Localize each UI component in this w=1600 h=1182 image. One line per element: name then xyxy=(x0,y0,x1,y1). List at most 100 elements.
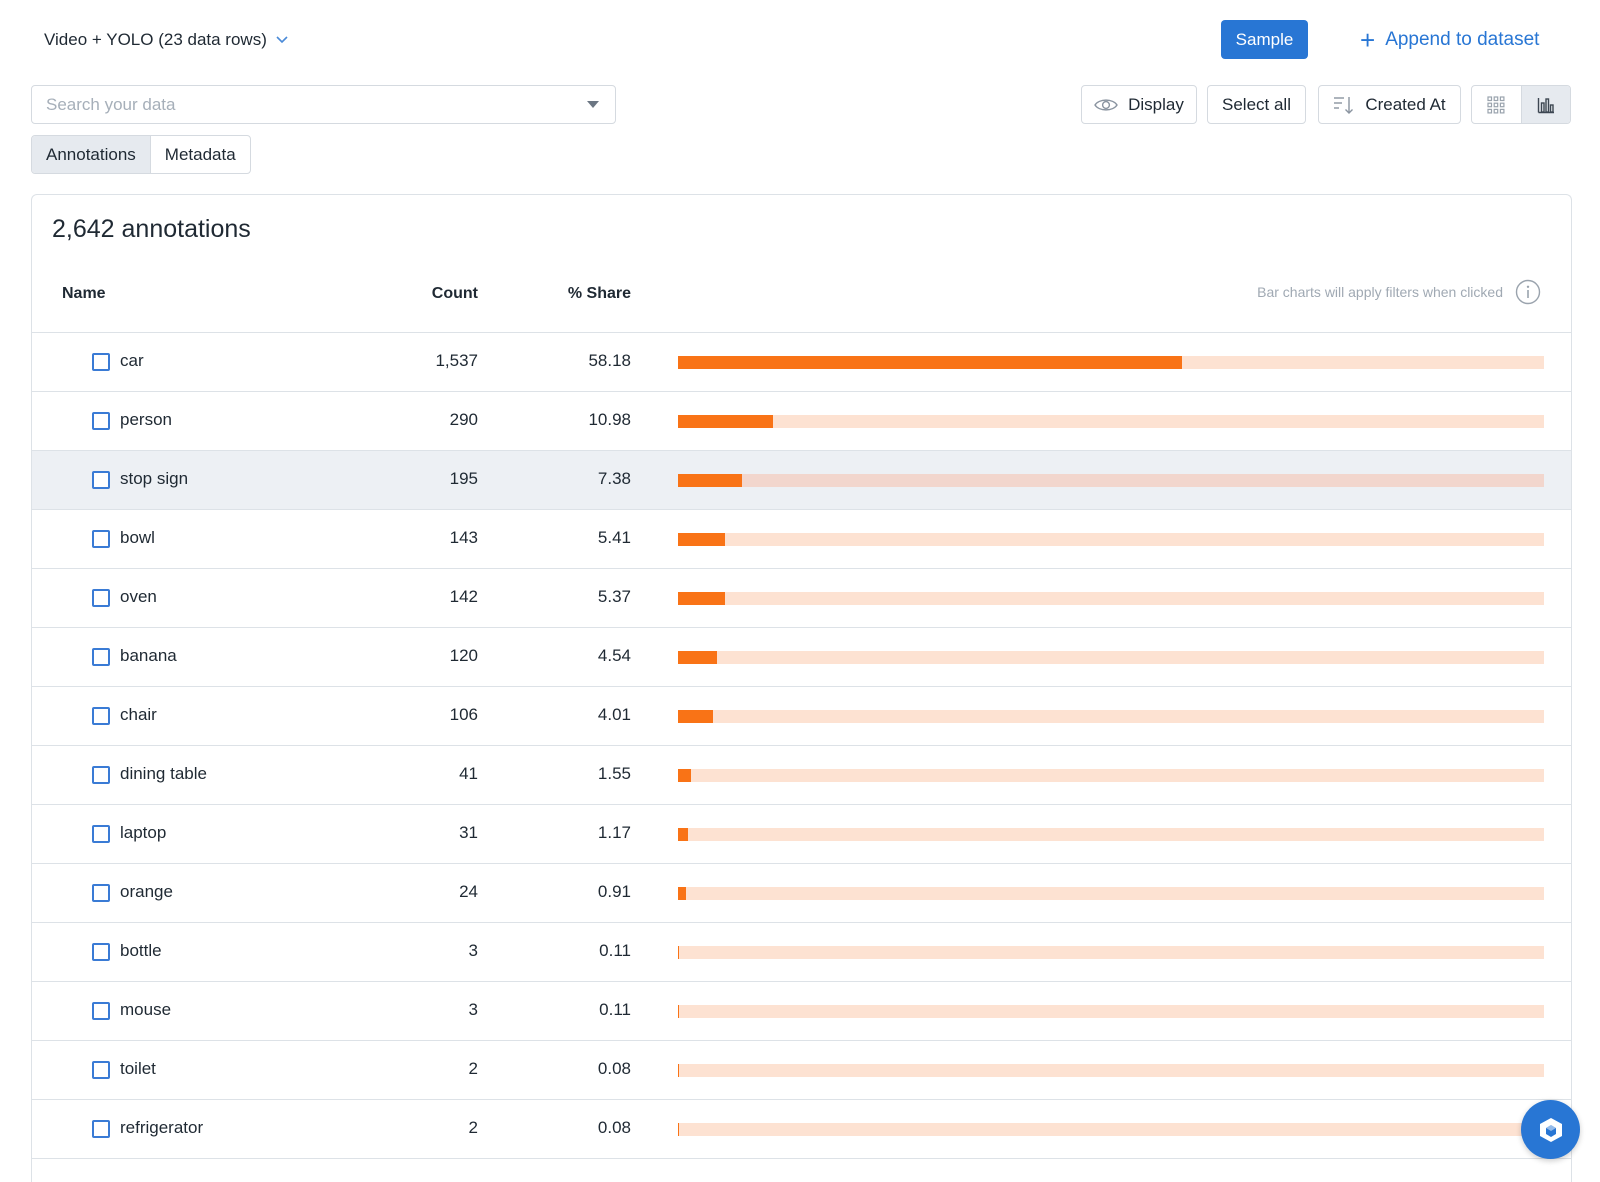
annotations-count-title: 2,642 annotations xyxy=(52,215,251,243)
row-checkbox[interactable] xyxy=(92,766,110,784)
row-name: banana xyxy=(120,646,177,665)
row-name: person xyxy=(120,410,172,429)
share-bar-track[interactable] xyxy=(678,1005,1544,1018)
display-button[interactable]: Display xyxy=(1081,85,1197,124)
table-row[interactable]: mouse 3 0.11 xyxy=(32,982,1571,1041)
chart-view-button[interactable] xyxy=(1520,86,1570,123)
dropdown-caret-icon[interactable] xyxy=(587,101,599,108)
share-bar xyxy=(678,651,718,664)
share-bar-track[interactable] xyxy=(678,1123,1544,1136)
row-share: 0.11 xyxy=(599,941,631,960)
row-checkbox[interactable] xyxy=(92,412,110,430)
row-share: 10.98 xyxy=(588,410,631,429)
row-count: 2 xyxy=(468,1118,478,1137)
row-count: 41 xyxy=(459,764,478,783)
row-checkbox[interactable] xyxy=(92,589,110,607)
append-to-dataset-button[interactable]: + Append to dataset xyxy=(1360,24,1539,56)
select-all-button[interactable]: Select all xyxy=(1207,85,1306,124)
table-row[interactable]: toilet 2 0.08 xyxy=(32,1041,1571,1100)
grid-view-button[interactable] xyxy=(1472,86,1521,123)
row-name: chair xyxy=(120,705,157,724)
column-header-name: Name xyxy=(62,285,106,302)
row-count: 106 xyxy=(449,705,478,724)
share-bar xyxy=(678,356,1182,369)
row-name: car xyxy=(120,351,144,370)
row-name: bowl xyxy=(120,528,155,547)
sort-button[interactable]: Created At xyxy=(1318,85,1461,124)
share-bar xyxy=(678,828,689,841)
table-row[interactable]: dining table 41 1.55 xyxy=(32,746,1571,805)
share-bar-track[interactable] xyxy=(678,828,1544,841)
header-divider xyxy=(32,332,1571,333)
annotations-card: 2,642 annotations Name Count % Share Bar… xyxy=(31,194,1572,1182)
dataset-selector[interactable]: Video + YOLO (23 data rows) xyxy=(44,28,289,52)
row-share: 7.38 xyxy=(597,469,631,488)
row-checkbox[interactable] xyxy=(92,530,110,548)
table-row[interactable]: person 290 10.98 xyxy=(32,392,1571,451)
row-checkbox[interactable] xyxy=(92,707,110,725)
hint-text: Bar charts will apply filters when click… xyxy=(1257,284,1503,300)
share-bar-track[interactable] xyxy=(678,1064,1544,1077)
share-bar xyxy=(678,474,742,487)
row-count: 31 xyxy=(459,823,478,842)
table-row[interactable]: refrigerator 2 0.08 xyxy=(32,1100,1571,1159)
table-row[interactable]: stop sign 195 7.38 xyxy=(32,451,1571,510)
table-row[interactable]: orange 24 0.91 xyxy=(32,864,1571,923)
tab-annotations[interactable]: Annotations xyxy=(32,136,151,173)
row-checkbox[interactable] xyxy=(92,648,110,666)
share-bar-track[interactable] xyxy=(678,946,1544,959)
search-input[interactable]: Search your data xyxy=(31,85,616,124)
share-bar-track[interactable] xyxy=(678,769,1544,782)
view-toggle xyxy=(1471,85,1571,124)
share-bar-track[interactable] xyxy=(678,710,1544,723)
row-share: 0.91 xyxy=(597,882,631,901)
row-checkbox[interactable] xyxy=(92,825,110,843)
cube-logo-icon xyxy=(1539,1117,1562,1142)
share-bar-track[interactable] xyxy=(678,415,1544,428)
sort-icon xyxy=(1334,96,1354,114)
sort-label: Created At xyxy=(1365,94,1446,114)
annotation-table-body: car 1,537 58.18 person 290 10.98 stop sign 195 7… xyxy=(32,333,1571,1159)
table-row[interactable]: banana 120 4.54 xyxy=(32,628,1571,687)
table-row[interactable]: chair 106 4.01 xyxy=(32,687,1571,746)
row-share: 5.37 xyxy=(597,587,631,606)
row-share: 58.18 xyxy=(588,351,631,370)
row-checkbox[interactable] xyxy=(92,471,110,489)
plus-icon: + xyxy=(1360,25,1376,55)
share-bar xyxy=(678,1005,680,1018)
share-bar xyxy=(678,946,680,959)
row-checkbox[interactable] xyxy=(92,353,110,371)
share-bar-track[interactable] xyxy=(678,474,1544,487)
row-count: 143 xyxy=(449,528,478,547)
dataset-label: Video + YOLO (23 data rows) xyxy=(44,30,267,49)
row-checkbox[interactable] xyxy=(92,1002,110,1020)
row-name: bottle xyxy=(120,941,162,960)
table-row[interactable]: laptop 31 1.17 xyxy=(32,805,1571,864)
table-row[interactable]: bowl 143 5.41 xyxy=(32,510,1571,569)
help-launcher-button[interactable] xyxy=(1521,1100,1580,1159)
tab-metadata[interactable]: Metadata xyxy=(164,144,236,164)
share-bar-track[interactable] xyxy=(678,592,1544,605)
sample-button[interactable]: Sample xyxy=(1221,20,1308,59)
row-checkbox[interactable] xyxy=(92,1061,110,1079)
select-all-label: Select all xyxy=(1222,94,1291,114)
info-icon[interactable] xyxy=(1515,279,1541,305)
share-bar-track[interactable] xyxy=(678,651,1544,664)
row-share: 1.55 xyxy=(597,764,631,783)
append-label: Append to dataset xyxy=(1385,29,1540,50)
share-bar-track[interactable] xyxy=(678,533,1544,546)
share-bar xyxy=(678,533,725,546)
table-row[interactable]: bottle 3 0.11 xyxy=(32,923,1571,982)
table-row[interactable]: oven 142 5.37 xyxy=(32,569,1571,628)
share-bar xyxy=(678,769,692,782)
row-checkbox[interactable] xyxy=(92,1120,110,1138)
row-checkbox[interactable] xyxy=(92,884,110,902)
row-name: stop sign xyxy=(120,469,189,488)
table-row[interactable]: car 1,537 58.18 xyxy=(32,333,1571,392)
share-bar-track[interactable] xyxy=(678,356,1544,369)
row-checkbox[interactable] xyxy=(92,943,110,961)
row-count: 3 xyxy=(468,941,478,960)
row-share: 0.08 xyxy=(597,1118,631,1137)
share-bar-track[interactable] xyxy=(678,887,1544,900)
